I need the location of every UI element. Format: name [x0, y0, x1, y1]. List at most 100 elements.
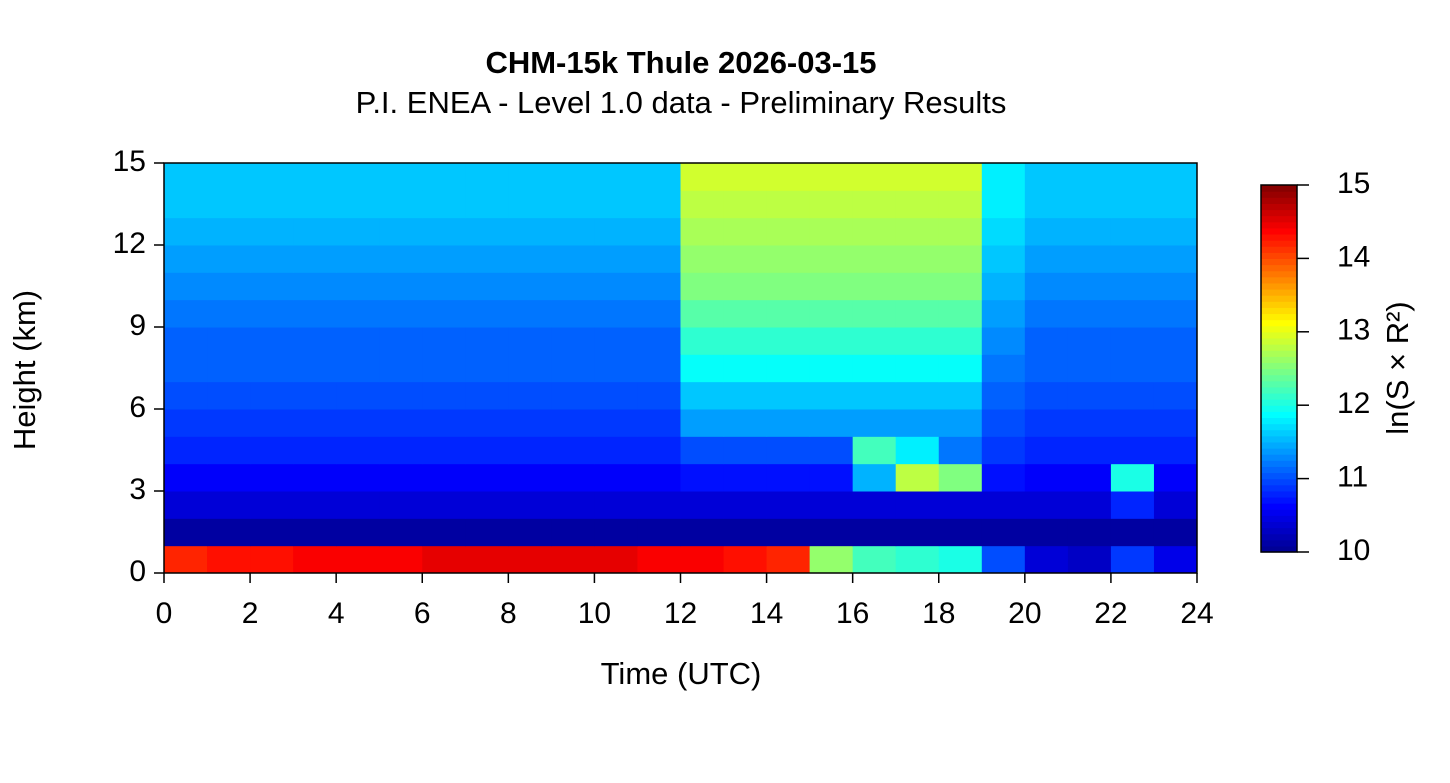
heatmap-cell [1024, 463, 1069, 492]
heatmap-cell [336, 518, 380, 547]
heatmap-cell [422, 354, 466, 383]
heatmap-cell [680, 381, 725, 410]
heatmap-cell [637, 436, 681, 465]
colorbar-swatch [1261, 411, 1297, 419]
heatmap-cell [637, 163, 681, 191]
heatmap-cell [852, 436, 897, 465]
colorbar-swatch [1261, 209, 1297, 217]
heatmap-cell [1024, 190, 1069, 219]
heatmap-cell [207, 381, 251, 410]
heatmap-cell [637, 190, 681, 219]
colorbar-swatch [1261, 509, 1297, 516]
heatmap-cell [981, 245, 1026, 273]
heatmap-cell [422, 409, 466, 437]
heatmap-cell [207, 463, 251, 492]
heatmap-cell [680, 436, 725, 465]
heatmap-cell [164, 354, 208, 383]
heatmap-cell [293, 299, 337, 328]
heatmap-cell [465, 354, 509, 383]
colorbar-swatch [1261, 203, 1297, 211]
heatmap-cell [809, 518, 854, 547]
heatmap-cell [637, 245, 681, 273]
heatmap-cell [1110, 545, 1155, 574]
heatmap-cell [723, 518, 768, 547]
y-axis-label: Height (km) [7, 290, 42, 450]
heatmap-cell [508, 327, 552, 355]
heatmap-cell [508, 436, 552, 465]
heatmap-cell [766, 190, 811, 219]
heatmap-cell [809, 545, 854, 574]
heatmap-cell [1110, 436, 1155, 465]
heatmap-cell [336, 299, 380, 328]
heatmap-cell [465, 463, 509, 492]
colorbar-swatch [1261, 282, 1297, 290]
heatmap-cell [379, 518, 423, 547]
heatmap-cell [207, 491, 251, 519]
heatmap-cell [895, 217, 940, 246]
heatmap-cell [1024, 436, 1069, 465]
heatmap-cell [594, 381, 638, 410]
heatmap-cell [336, 463, 380, 492]
heatmap-cell [250, 518, 294, 547]
heatmap-cell [1153, 436, 1198, 465]
heatmap-cell [1024, 409, 1069, 437]
heatmap-cell [551, 409, 595, 437]
heatmap-cell [293, 381, 337, 410]
heatmap-cell [680, 545, 725, 574]
heatmap-cell [1153, 518, 1198, 547]
heatmap-cell [551, 545, 595, 574]
heatmap-cell [508, 272, 552, 301]
heatmap-cell [422, 217, 466, 246]
heatmap-cell [422, 545, 466, 574]
colorbar-swatch [1261, 392, 1297, 400]
heatmap-cell [551, 436, 595, 465]
colorbar-tick-label: 10 [1337, 534, 1370, 567]
colorbar-swatch [1261, 356, 1297, 363]
x-tick-label: 24 [1180, 597, 1213, 630]
heatmap-cell [938, 409, 983, 437]
colorbar-swatch [1261, 350, 1297, 357]
x-tick-label: 8 [500, 597, 517, 630]
heatmap-cell [379, 436, 423, 465]
colorbar-swatch [1261, 301, 1297, 308]
heatmap-cell [1067, 463, 1112, 492]
heatmap-cell [379, 409, 423, 437]
heatmap-cell [809, 381, 854, 410]
heatmap-cell [551, 491, 595, 519]
colorbar-swatch [1261, 539, 1297, 547]
heatmap-cell [207, 190, 251, 219]
colorbar-swatch [1261, 521, 1297, 529]
heatmap-cell [981, 272, 1026, 301]
heatmap-cell [981, 327, 1026, 355]
heatmap-cell [508, 354, 552, 383]
heatmap-cell [551, 381, 595, 410]
heatmap-cell [336, 491, 380, 519]
heatmap-cell [465, 491, 509, 519]
heatmap-cell [164, 491, 208, 519]
colorbar-swatch [1261, 264, 1297, 272]
heatmap-cell [422, 245, 466, 273]
heatmap-cell [508, 491, 552, 519]
heatmap-cell [766, 354, 811, 383]
heatmap-cell [981, 491, 1026, 519]
heatmap-cell [766, 463, 811, 492]
heatmap-cell [422, 381, 466, 410]
heatmap-cell [766, 436, 811, 465]
heatmap-cell [293, 436, 337, 465]
heatmap-cell [895, 190, 940, 219]
heatmap-cell [551, 327, 595, 355]
colorbar-swatch [1261, 240, 1297, 247]
heatmap-cell [1067, 381, 1112, 410]
heatmap-cell [723, 545, 768, 574]
heatmap-cell [379, 190, 423, 219]
heatmap-cell [508, 463, 552, 492]
heatmap-cell [723, 381, 768, 410]
heatmap-cell [1153, 272, 1198, 301]
heatmap-cell [637, 217, 681, 246]
heatmap-cell [508, 245, 552, 273]
heatmap-cell [981, 409, 1026, 437]
y-tick-label: 3 [129, 473, 146, 506]
heatmap-cell [723, 409, 768, 437]
heatmap-cell [680, 190, 725, 219]
heatmap-cell [938, 245, 983, 273]
